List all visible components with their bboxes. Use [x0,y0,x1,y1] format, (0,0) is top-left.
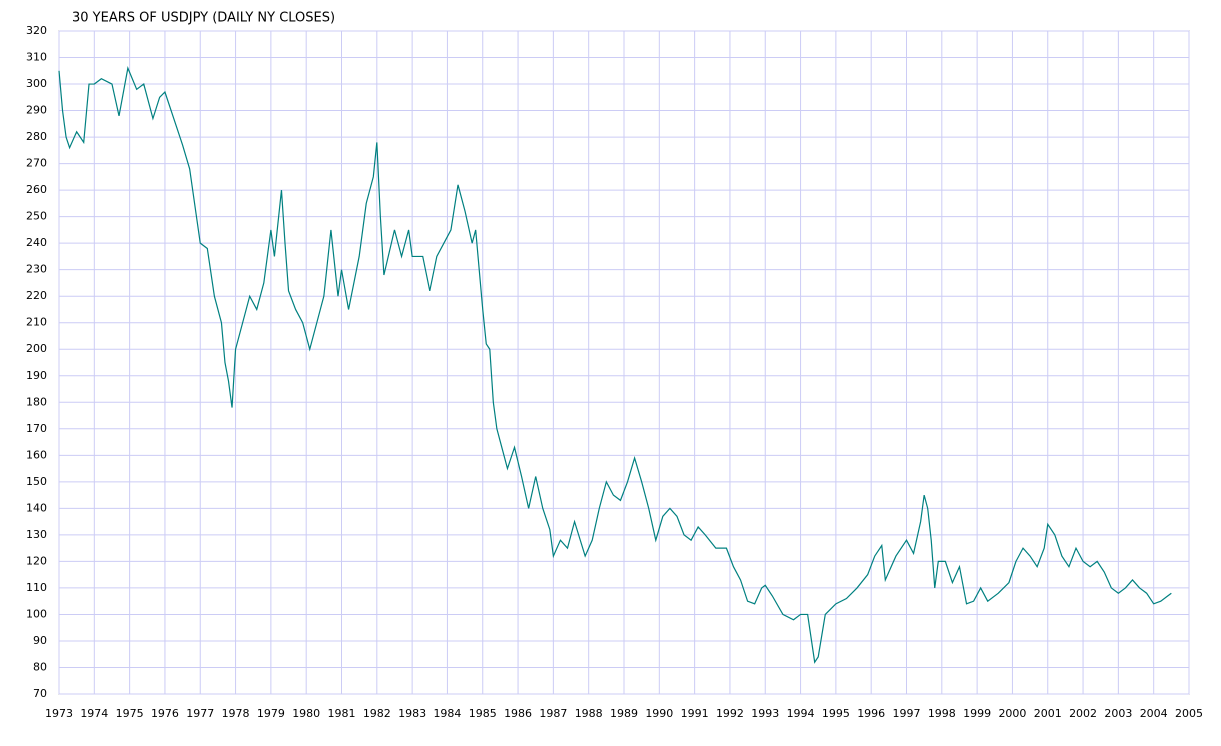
chart-title: 30 YEARS OF USDJPY (DAILY NY CLOSES) [72,11,335,26]
x-tick-label: 2005 [1175,707,1203,720]
x-tick-label: 1995 [822,707,850,720]
y-tick-label: 210 [26,316,47,329]
y-tick-label: 160 [26,448,47,461]
price-line [58,66,1172,664]
x-tick-label: 1985 [469,707,497,720]
x-tick-label: 1989 [610,707,638,720]
y-tick-label: 260 [26,183,47,196]
y-tick-label: 220 [26,289,47,302]
y-tick-label: 280 [26,130,47,143]
y-tick-label: 320 [26,24,47,37]
x-tick-label: 1981 [328,707,356,720]
y-tick-label: 180 [26,395,47,408]
y-tick-label: 310 [26,51,47,64]
x-tick-label: 1987 [539,707,567,720]
x-tick-label: 2002 [1069,707,1097,720]
x-tick-label: 1988 [575,707,603,720]
x-tick-label: 2004 [1140,707,1168,720]
y-tick-label: 140 [26,501,47,514]
y-tick-label: 290 [26,104,47,117]
x-tick-label: 1998 [928,707,956,720]
y-tick-label: 130 [26,528,47,541]
x-tick-label: 1982 [363,707,391,720]
x-tick-label: 1979 [257,707,285,720]
x-tick-label: 2003 [1104,707,1132,720]
y-tick-label: 80 [33,660,47,673]
x-tick-label: 1992 [716,707,744,720]
y-tick-label: 240 [26,236,47,249]
x-tick-label: 1983 [398,707,426,720]
x-tick-label: 2001 [1034,707,1062,720]
x-tick-label: 1976 [151,707,179,720]
x-tick-label: 1975 [116,707,144,720]
y-tick-label: 90 [33,634,47,647]
y-tick-label: 170 [26,422,47,435]
x-tick-label: 1980 [292,707,320,720]
x-tick-label: 1996 [857,707,885,720]
x-tick-label: 1984 [433,707,461,720]
x-tick-label: 1977 [186,707,214,720]
x-tick-label: 1986 [504,707,532,720]
x-tick-label: 1973 [45,707,73,720]
y-tick-label: 110 [26,581,47,594]
x-tick-label: 1991 [681,707,709,720]
y-tick-label: 270 [26,157,47,170]
y-tick-label: 190 [26,369,47,382]
x-tick-label: 2000 [998,707,1026,720]
x-tick-label: 1974 [80,707,108,720]
y-tick-label: 100 [26,607,47,620]
y-tick-label: 230 [26,263,47,276]
y-tick-label: 200 [26,342,47,355]
y-tick-label: 250 [26,210,47,223]
y-tick-label: 300 [26,77,47,90]
x-tick-label: 1999 [963,707,991,720]
y-tick-label: 150 [26,475,47,488]
x-tick-label: 1978 [222,707,250,720]
y-tick-label: 70 [33,687,47,700]
x-tick-label: 1994 [787,707,815,720]
y-tick-label: 120 [26,554,47,567]
x-tick-label: 1990 [645,707,673,720]
x-tick-label: 1997 [893,707,921,720]
x-tick-label: 1993 [751,707,779,720]
